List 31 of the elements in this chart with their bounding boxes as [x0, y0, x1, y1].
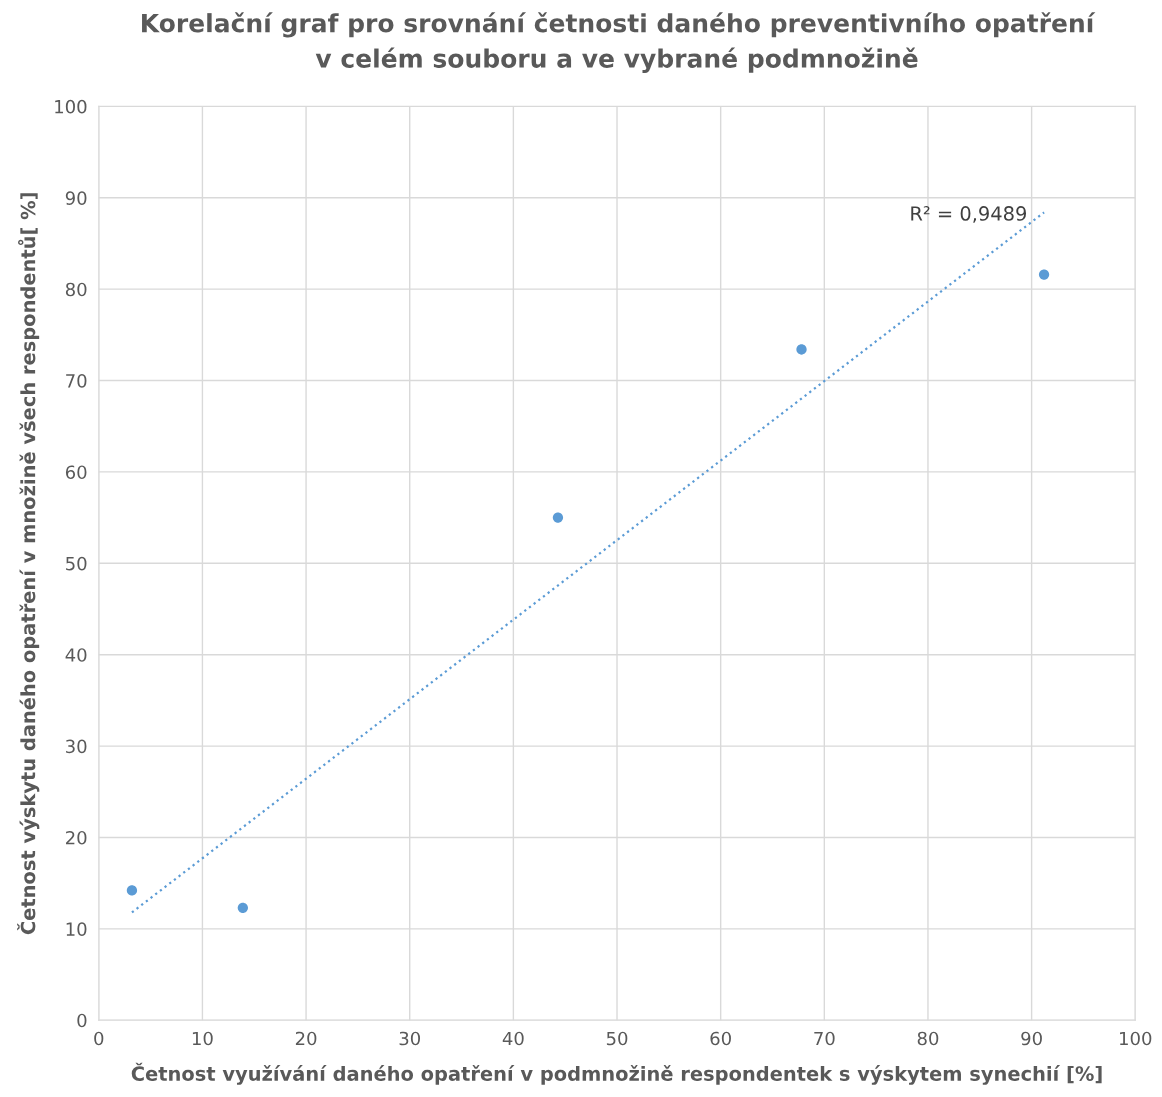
x-tick-label: 50	[606, 1031, 628, 1046]
y-tick-label: 30	[66, 739, 87, 754]
point	[126, 885, 138, 896]
x-tick-label: 10	[192, 1031, 213, 1046]
x-axis-title: Četnost využívání daného opatření v podmnožině respondentek s výskytem synechií [%]	[131, 1062, 1102, 1085]
y-tick-label: 90	[65, 191, 87, 205]
point	[1038, 269, 1050, 280]
point	[552, 512, 564, 523]
x-tick-label: 20	[295, 1031, 317, 1046]
chart-title: Korelační graf pro srovnání četnosti daného preventivního opatření v celém souboru a ve vybrané podmnožině	[142, 12, 1096, 73]
point	[796, 344, 807, 355]
y-tick-label: 20	[66, 830, 87, 845]
x-tick-label: 100	[1120, 1031, 1152, 1046]
y-tick-label: 100	[55, 99, 87, 114]
y-tick-label: 80	[65, 282, 87, 297]
x-tick-label: 30	[399, 1031, 421, 1046]
x-tick-label: 80	[917, 1031, 939, 1046]
x-tick-label: 70	[814, 1031, 835, 1046]
y-tick-label: 70	[66, 374, 87, 388]
y-tick-label: 60	[65, 465, 87, 480]
x-tick-label: 40	[502, 1031, 524, 1046]
y-axis-title: Četnost výskytu daného opatření v množině všech respondentů[ %]	[17, 193, 40, 935]
x-tick-label: 0	[94, 1031, 104, 1046]
x-tick-label: 90	[1021, 1031, 1042, 1046]
annotation: R² = 0,9489	[911, 206, 1027, 223]
y-tick-label: 50	[66, 556, 87, 571]
y-tick-label: 10	[66, 922, 87, 936]
x-tick-label: 60	[710, 1031, 731, 1046]
point	[237, 902, 248, 913]
y-tick-label: 0	[77, 1013, 87, 1028]
y-tick-label: 40	[65, 648, 87, 662]
